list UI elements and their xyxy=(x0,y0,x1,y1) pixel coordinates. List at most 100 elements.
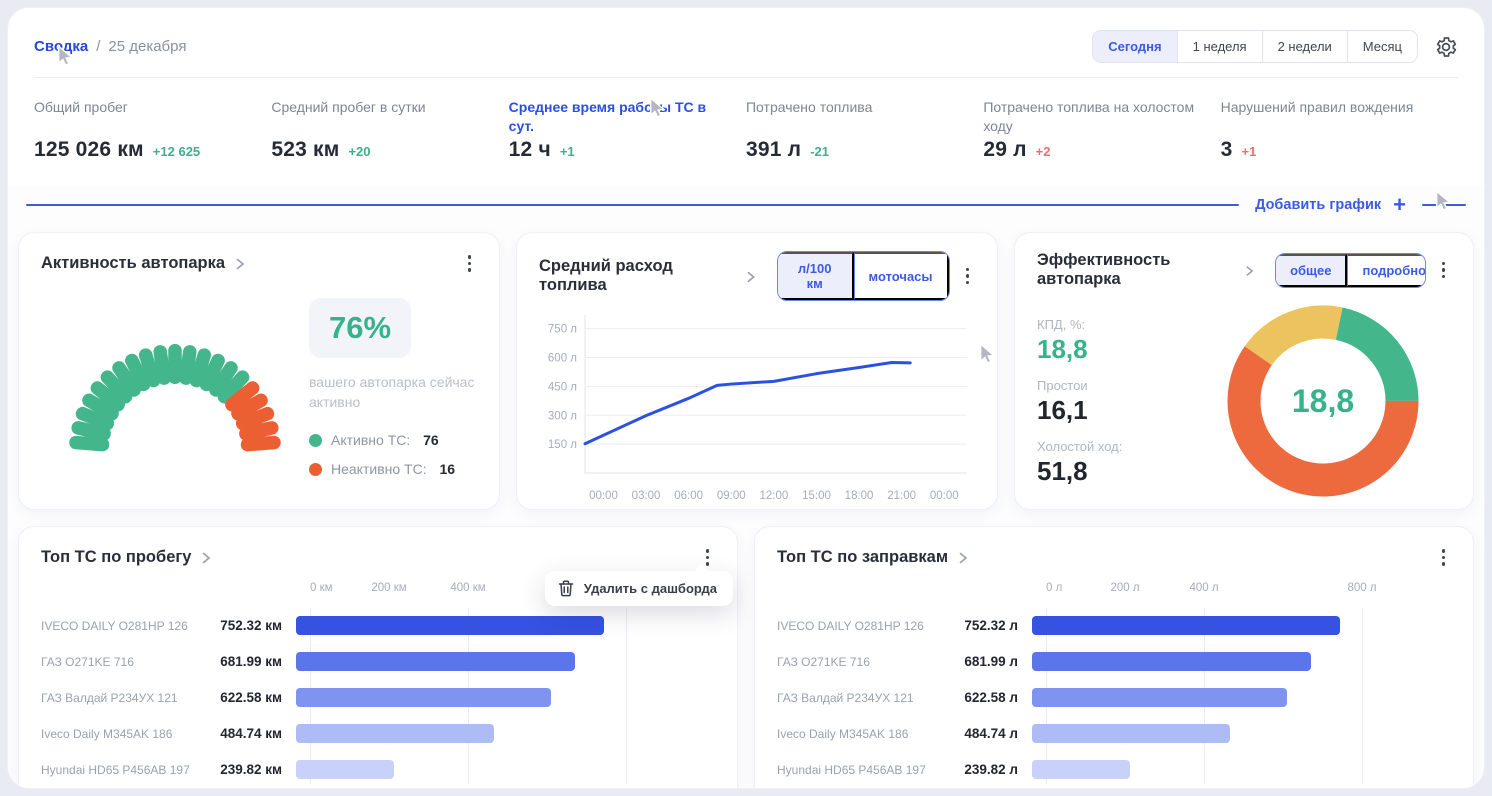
svg-text:300 л: 300 л xyxy=(548,410,577,422)
svg-text:03:00: 03:00 xyxy=(632,490,661,502)
value-bar xyxy=(1032,616,1340,635)
svg-text:18,8: 18,8 xyxy=(1292,383,1354,419)
bar-axis: 0 км 200 км 400 км xyxy=(41,582,715,606)
card-top-mileage: Топ ТС по пробегу Удалить с дашборда 0 к… xyxy=(18,526,738,788)
chevron-right-icon[interactable] xyxy=(746,271,757,283)
toggle-подробно[interactable]: подробно xyxy=(1347,253,1425,287)
vehicle-name: ГАЗ Валдай P234УХ 121 xyxy=(777,690,914,705)
efficiency-stat-value: 18,8 xyxy=(1037,334,1088,364)
vehicle-bar-row: Hyundai HD65 P456AB 197 239.82 л xyxy=(777,754,1451,786)
svg-text:00:00: 00:00 xyxy=(930,490,959,502)
card-title: Активность автопарка xyxy=(41,253,226,272)
delete-from-dashboard-item[interactable]: Удалить с дашборда xyxy=(583,581,717,596)
kpi-value-row: 3 +1 xyxy=(1221,138,1432,162)
bar-axis: 0 л 200 л 400 л 800 л xyxy=(777,582,1451,606)
chevron-right-icon[interactable] xyxy=(1245,265,1255,277)
fuel-unit-toggle: л/100 км моточасы xyxy=(776,251,950,301)
kpi-label: Средний пробег в сутки xyxy=(271,99,426,115)
dashboard-app: Сводка / 25 декабря Сегодня 1 неделя 2 нед… xyxy=(7,7,1485,789)
kpi-row: Общий пробег 125 026 км +12 625 Средний про… xyxy=(34,78,1458,186)
active-percent-badge: 76% xyxy=(309,297,412,358)
vehicle-value: 484.74 км xyxy=(220,726,282,741)
kpi-value-row: 523 км +20 xyxy=(271,138,482,162)
vehicle-bar-row: IVECO DAILY O281HP 126 752.32 км xyxy=(41,610,715,642)
period-tab-месяц[interactable]: Месяц xyxy=(1346,31,1417,62)
bar-track xyxy=(296,652,705,671)
kpi-value-row: 12 ч +1 xyxy=(509,138,720,162)
header-divider xyxy=(34,77,1458,78)
chevron-right-icon[interactable] xyxy=(201,552,212,564)
bar-track xyxy=(1032,724,1441,743)
bar-track xyxy=(296,616,705,635)
value-bar xyxy=(1032,724,1231,743)
breadcrumb-summary-link[interactable]: Сводка xyxy=(34,38,89,55)
chevron-right-icon[interactable] xyxy=(235,258,246,270)
axis-tick-label: 800 л xyxy=(1347,581,1377,594)
svg-text:21:00: 21:00 xyxy=(887,490,916,502)
chevron-right-icon[interactable] xyxy=(958,552,969,564)
kebab-menu-icon[interactable] xyxy=(1436,545,1452,570)
efficiency-donut-chart: 18,8 xyxy=(1227,305,1419,497)
axis-tick-label: 0 л xyxy=(1046,581,1063,594)
vehicle-value: 484.74 л xyxy=(964,726,1018,741)
toggle-л-100-км[interactable]: л/100 км xyxy=(777,252,854,300)
bar-track xyxy=(296,688,705,707)
period-tabs: Сегодня 1 неделя 2 недели Месяц xyxy=(1092,30,1418,63)
kpi-value: 12 ч xyxy=(508,138,551,161)
legend-dot-icon xyxy=(309,433,322,447)
vehicle-name: Hyundai HD65 P456AB 197 xyxy=(41,762,190,777)
vehicle-name: ГАЗ O271KE 716 xyxy=(777,654,870,669)
vehicle-name: Iveco Daily M345AK 186 xyxy=(41,726,173,741)
vehicle-value: 681.99 км xyxy=(220,654,282,669)
legend-value: 76 xyxy=(419,432,439,449)
gridline xyxy=(626,607,627,784)
context-menu: Удалить с дашборда xyxy=(544,571,733,606)
top-mileage-bar-chart: 0 км 200 км 400 км IVECO DAILY O281HP 126 75… xyxy=(41,582,715,786)
card-title: Эффективность автопарка xyxy=(1037,251,1171,288)
kpi-delta: +20 xyxy=(348,144,371,159)
bar-track xyxy=(1032,616,1441,635)
toggle-моточасы[interactable]: моточасы xyxy=(853,252,949,300)
gear-icon[interactable] xyxy=(1434,35,1458,59)
axis-tick-label: 200 л xyxy=(1110,581,1140,594)
active-percent-caption: вашего автопарка сейчас активно xyxy=(309,373,475,410)
axis-tick-label: 400 км xyxy=(450,581,486,594)
efficiency-stat-label: Простои xyxy=(1037,378,1088,393)
breadcrumb-date: 25 декабря xyxy=(108,38,187,55)
axis-tick-label: 0 км xyxy=(310,581,333,594)
add-chart-label[interactable]: Добавить график xyxy=(1255,197,1382,213)
kpi-delta: +12 625 xyxy=(152,144,201,159)
vehicle-name: ГАЗ Валдай P234УХ 121 xyxy=(41,690,178,705)
kebab-menu-icon[interactable] xyxy=(700,545,716,570)
breadcrumb: Сводка / 25 декабря xyxy=(34,38,186,55)
kpi-value: 3 xyxy=(1220,138,1233,161)
separator-line xyxy=(26,204,1240,206)
axis-tick-label: 400 л xyxy=(1189,581,1219,594)
period-tab-2-недели[interactable]: 2 недели xyxy=(1261,31,1347,62)
kpi-delta: +2 xyxy=(1035,144,1051,159)
bar-track xyxy=(1032,760,1441,779)
axis-spacer xyxy=(777,582,1046,606)
plus-icon[interactable]: + xyxy=(1393,192,1406,217)
period-tab-1-неделя[interactable]: 1 неделя xyxy=(1176,31,1262,62)
legend-label: Активно ТС: xyxy=(331,432,411,449)
vehicle-bar-row: IVECO DAILY O281HP 126 752.32 л xyxy=(777,610,1451,642)
kebab-menu-icon[interactable] xyxy=(1436,258,1452,283)
card-title: Средний расход топлива xyxy=(539,257,673,294)
kpi-delta: +1 xyxy=(559,144,575,159)
kpi-label[interactable]: Среднее время работы ТС в сут. xyxy=(508,99,707,134)
vehicle-value: 622.58 км xyxy=(220,690,282,705)
bar-track xyxy=(1032,688,1441,707)
toggle-общее[interactable]: общее xyxy=(1276,253,1348,287)
legend-dot-icon xyxy=(309,462,322,476)
breadcrumb-separator: / xyxy=(96,38,101,55)
kpi-3: Среднее время работы ТС в сут. 12 ч +1 xyxy=(509,98,746,162)
kebab-menu-icon[interactable] xyxy=(462,251,478,276)
efficiency-stats: КПД, %: 18,8 Простои 16,1 Холостой ход: 51,8 xyxy=(1037,297,1195,501)
kpi-2: Средний пробег в сутки 523 км +20 xyxy=(271,98,508,162)
vehicle-name: IVECO DAILY O281HP 126 xyxy=(41,618,188,633)
card-avg-fuel-consumption: Средний расход топлива л/100 км моточасы … xyxy=(516,232,998,510)
top-refueling-bar-chart: 0 л 200 л 400 л 800 л IVECO DAILY O281HP 126… xyxy=(777,582,1451,786)
kebab-menu-icon[interactable] xyxy=(960,264,976,289)
period-tab-сегодня[interactable]: Сегодня xyxy=(1093,31,1177,62)
